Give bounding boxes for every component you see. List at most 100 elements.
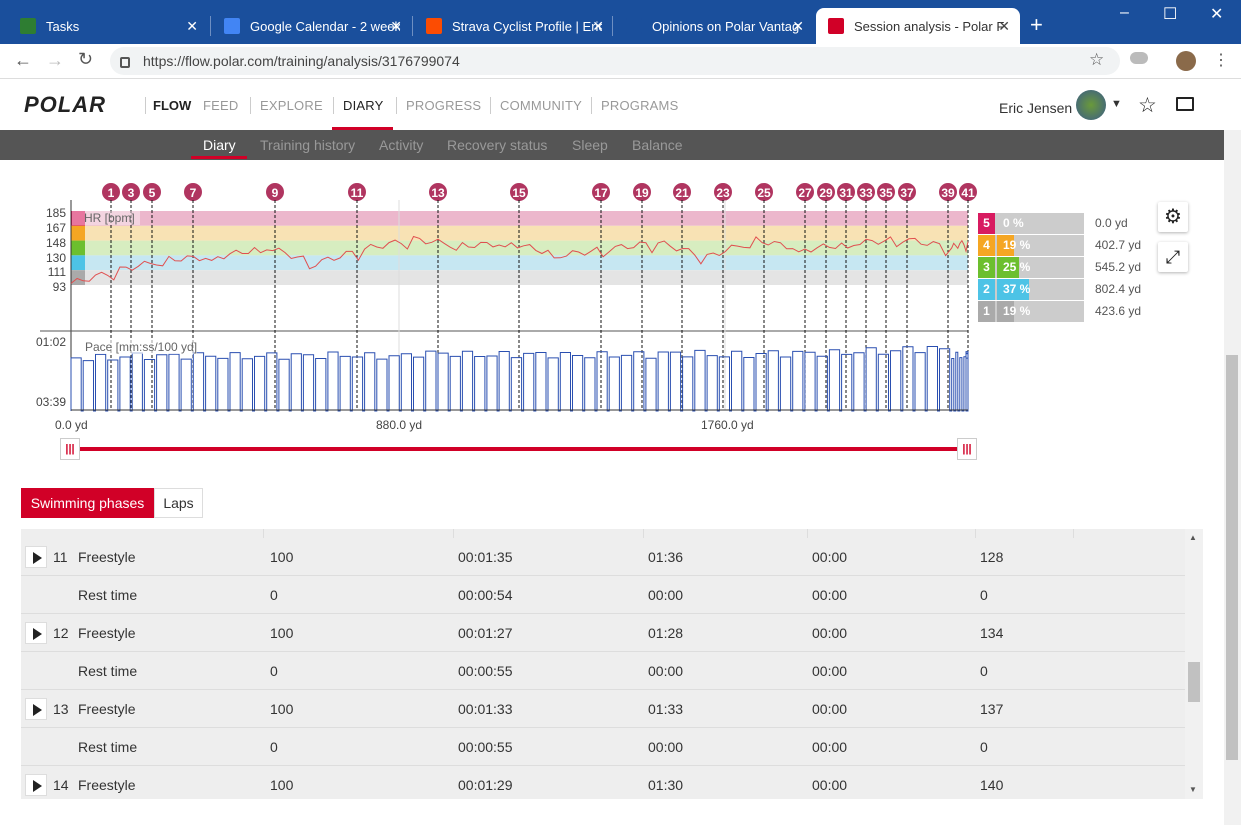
subnav-sleep[interactable]: Sleep xyxy=(572,137,608,153)
cell-pace: 00:00 xyxy=(648,587,684,603)
browser-tab-3[interactable]: Opinions on Polar Vantag ✕ xyxy=(614,8,814,44)
lap-marker-27[interactable]: 27 xyxy=(795,182,815,202)
subnav-activity[interactable]: Activity xyxy=(379,137,424,153)
close-window-button[interactable]: ✕ xyxy=(1210,6,1224,23)
maximize-button[interactable]: ☐ xyxy=(1163,6,1178,23)
page-scrollbar[interactable] xyxy=(1224,130,1241,825)
cell-type: Rest time xyxy=(78,739,138,755)
hr-zone-swatch-1 xyxy=(71,270,85,285)
lap-marker-35[interactable]: 35 xyxy=(876,182,896,202)
cell-dist: 100 xyxy=(270,625,294,641)
range-handle-left[interactable]: ||| xyxy=(60,438,80,460)
forward-icon[interactable]: → xyxy=(46,50,64,70)
cell-type: Freestyle xyxy=(78,625,136,641)
lap-marker-7[interactable]: 7 xyxy=(183,182,203,202)
lap-marker-33[interactable]: 33 xyxy=(856,182,876,202)
tab-close-icon[interactable]: ✕ xyxy=(998,18,1010,34)
browser-tab-1[interactable]: Google Calendar - 2 week ✕ xyxy=(212,8,412,44)
hr-tick-111: 111 xyxy=(47,265,66,279)
hr-line xyxy=(70,235,969,284)
expand-play-button[interactable] xyxy=(25,698,47,720)
zone-number: 1 xyxy=(978,301,995,322)
polar-logo[interactable]: POLAR xyxy=(24,92,106,117)
expand-play-button[interactable] xyxy=(25,774,47,796)
user-avatar[interactable] xyxy=(1076,90,1106,120)
subnav-diary[interactable]: Diary xyxy=(203,137,236,153)
range-slider-track[interactable] xyxy=(70,447,968,451)
minimize-button[interactable]: – xyxy=(1120,4,1129,21)
lap-marker-9[interactable]: 9 xyxy=(265,182,285,202)
cell-type: Freestyle xyxy=(78,777,136,793)
subnav-training-history[interactable]: Training history xyxy=(260,137,356,153)
zone-row-2: 2 37 % xyxy=(978,279,1084,300)
browser-tab-4[interactable]: Session analysis - Polar Flo ✕ xyxy=(816,8,1020,44)
lap-marker-25[interactable]: 25 xyxy=(754,182,774,202)
lap-marker-21[interactable]: 21 xyxy=(672,182,692,202)
tab-close-icon[interactable]: ✕ xyxy=(186,18,198,34)
table-row: 12 Freestyle 100 00:01:27 01:28 00:00 134 xyxy=(21,614,1185,652)
cell-pace: 01:30 xyxy=(648,777,684,793)
browser-tab-2[interactable]: Strava Cyclist Profile | Eric ✕ xyxy=(414,8,614,44)
lap-marker-11[interactable]: 11 xyxy=(347,182,367,202)
tab-swimming-phases[interactable]: Swimming phases xyxy=(21,488,154,518)
lap-marker-15[interactable]: 15 xyxy=(509,182,529,202)
hr-tick-185: 185 xyxy=(45,206,66,220)
user-name[interactable]: Eric Jensen xyxy=(999,100,1073,116)
lap-marker-3[interactable]: 3 xyxy=(121,182,141,202)
pace-tick-top: 01:02 xyxy=(35,335,66,349)
zone-distance: 423.6 yd xyxy=(1095,304,1142,318)
analysis-chart[interactable] xyxy=(40,200,980,415)
drive-icon[interactable] xyxy=(1130,52,1148,64)
star-bookmark-icon[interactable]: ☆ xyxy=(1089,50,1105,69)
nav-progress[interactable]: PROGRESS xyxy=(406,98,482,113)
address-bar[interactable] xyxy=(110,47,1120,75)
lap-marker-19[interactable]: 19 xyxy=(632,182,652,202)
profile-avatar[interactable] xyxy=(1176,51,1196,71)
back-icon[interactable]: ← xyxy=(14,50,32,70)
lap-marker-39[interactable]: 39 xyxy=(938,182,958,202)
reload-icon[interactable]: ↻ xyxy=(78,49,94,69)
cell-c5: 00:00 xyxy=(812,587,848,603)
phase-number: 11 xyxy=(53,549,68,565)
hr-zone-swatch-2 xyxy=(71,255,85,271)
lap-marker-29[interactable]: 29 xyxy=(816,182,836,202)
lap-marker-13[interactable]: 13 xyxy=(428,182,448,202)
url-text[interactable]: https://flow.polar.com/training/analysis… xyxy=(143,53,460,69)
zone-row-5: 5 0 % xyxy=(978,213,1084,234)
tab-laps[interactable]: Laps xyxy=(154,488,203,518)
expand-play-button[interactable] xyxy=(25,546,47,568)
nav-community[interactable]: COMMUNITY xyxy=(500,98,582,113)
nav-feed[interactable]: FEED xyxy=(203,98,239,113)
lap-marker-23[interactable]: 23 xyxy=(713,182,733,202)
table-scrollbar[interactable]: ▲ ▼ xyxy=(1185,529,1203,799)
cell-dist: 0 xyxy=(270,587,278,603)
subnav-recovery-status[interactable]: Recovery status xyxy=(447,137,548,153)
expand-play-button[interactable] xyxy=(25,622,47,644)
lap-marker-1[interactable]: 1 xyxy=(101,182,121,202)
tab-close-icon[interactable]: ✕ xyxy=(592,18,604,34)
messages-icon[interactable] xyxy=(1176,97,1194,111)
table-row: 11 Freestyle 100 00:01:35 01:36 00:00 128 xyxy=(21,538,1185,576)
chevron-down-icon[interactable]: ▼ xyxy=(1111,98,1122,110)
menu-dots-icon[interactable]: ⋮ xyxy=(1213,52,1229,69)
lap-marker-17[interactable]: 17 xyxy=(591,182,611,202)
tab-close-icon[interactable]: ✕ xyxy=(792,18,804,34)
lap-marker-31[interactable]: 31 xyxy=(836,182,856,202)
tab-close-icon[interactable]: ✕ xyxy=(390,18,402,34)
cell-pace: 00:00 xyxy=(648,739,684,755)
lap-marker-41[interactable]: 41 xyxy=(958,182,978,202)
zone-number: 2 xyxy=(978,279,995,300)
nav-explore[interactable]: EXPLORE xyxy=(260,98,323,113)
range-handle-right[interactable]: ||| xyxy=(957,438,977,460)
active-nav-underline xyxy=(332,127,393,130)
browser-tab-0[interactable]: Tasks ✕ xyxy=(8,8,208,44)
new-tab-button[interactable]: + xyxy=(1030,12,1043,37)
nav-diary[interactable]: DIARY xyxy=(343,98,384,113)
subnav-balance[interactable]: Balance xyxy=(632,137,683,153)
favorites-star-icon[interactable]: ☆ xyxy=(1138,94,1157,117)
fullscreen-icon[interactable]: ⤢ xyxy=(1158,242,1188,272)
settings-gear-icon[interactable]: ⚙ xyxy=(1158,202,1188,232)
lap-marker-37[interactable]: 37 xyxy=(897,182,917,202)
lap-marker-5[interactable]: 5 xyxy=(142,182,162,202)
nav-programs[interactable]: PROGRAMS xyxy=(601,98,679,113)
